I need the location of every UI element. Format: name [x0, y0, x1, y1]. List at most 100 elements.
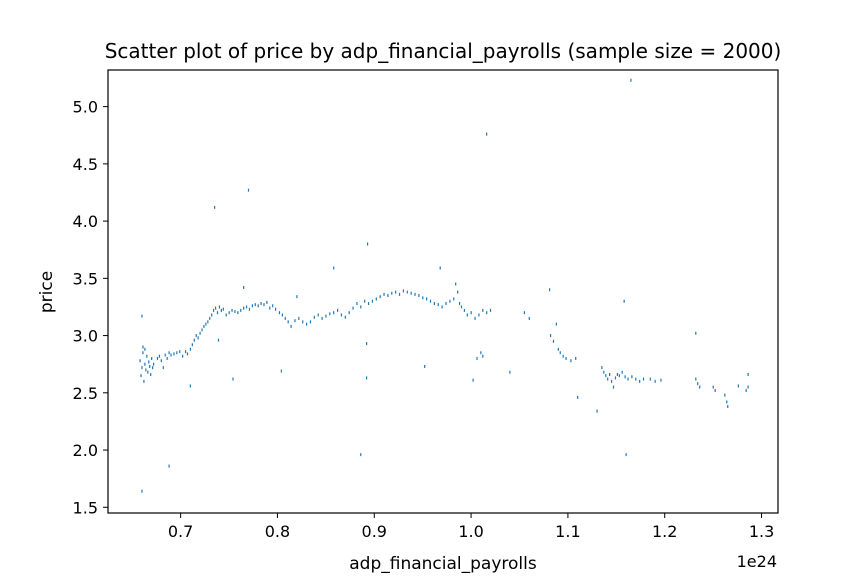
data-point-108 — [429, 299, 432, 303]
data-point-188 — [486, 132, 488, 136]
data-point-180 — [596, 409, 598, 413]
data-point-136 — [559, 351, 561, 355]
data-point-144 — [607, 377, 609, 381]
data-point-53 — [234, 310, 236, 314]
data-points — [139, 78, 749, 493]
x-tick-label: 0.9 — [362, 522, 387, 541]
data-point-120 — [466, 313, 468, 317]
data-point-65 — [269, 306, 271, 310]
data-point-17 — [144, 347, 146, 351]
data-point-31 — [186, 352, 189, 356]
data-point-9 — [148, 360, 150, 364]
data-point-168 — [727, 405, 729, 409]
data-point-2 — [141, 366, 143, 370]
data-point-33 — [191, 343, 193, 347]
data-point-85 — [340, 313, 343, 317]
data-point-30 — [184, 350, 187, 354]
data-point-195 — [360, 453, 362, 457]
data-point-59 — [251, 304, 253, 308]
data-point-123 — [478, 313, 480, 317]
data-point-184 — [243, 285, 245, 289]
data-point-88 — [352, 306, 354, 310]
plot-area — [107, 69, 779, 514]
data-point-97 — [387, 294, 389, 298]
data-point-102 — [406, 290, 408, 294]
data-point-107 — [426, 297, 428, 301]
y-tick-label: 4.0 — [73, 212, 98, 231]
data-point-35 — [195, 334, 197, 338]
data-point-138 — [565, 356, 567, 360]
data-point-171 — [747, 385, 749, 389]
data-point-125 — [486, 311, 488, 315]
data-point-81 — [325, 314, 327, 318]
data-point-153 — [627, 377, 629, 381]
data-point-113 — [449, 299, 451, 303]
data-point-196 — [625, 453, 627, 457]
data-point-96 — [383, 292, 385, 296]
data-point-157 — [642, 377, 645, 381]
data-point-84 — [336, 308, 339, 312]
data-point-28 — [179, 350, 181, 354]
data-point-14 — [153, 362, 155, 366]
data-point-197 — [217, 338, 220, 342]
data-point-161 — [695, 377, 697, 381]
data-point-1 — [140, 374, 142, 378]
y-tick-label: 3.5 — [73, 269, 98, 288]
data-point-48 — [220, 308, 222, 312]
data-point-86 — [344, 315, 346, 319]
data-point-111 — [441, 305, 443, 309]
data-point-162 — [697, 382, 699, 386]
data-point-0 — [139, 359, 141, 363]
data-point-27 — [176, 351, 178, 355]
data-point-174 — [232, 377, 234, 381]
data-point-116 — [457, 290, 459, 294]
data-point-83 — [333, 311, 335, 315]
data-point-93 — [371, 299, 374, 303]
data-point-166 — [724, 393, 726, 397]
data-point-152 — [624, 375, 626, 379]
data-point-112 — [445, 302, 447, 306]
data-point-4 — [143, 379, 145, 383]
data-point-165 — [714, 389, 716, 393]
data-point-91 — [364, 299, 366, 303]
data-point-119 — [463, 308, 465, 312]
data-point-148 — [614, 376, 617, 380]
y-tick-label: 1.5 — [73, 498, 98, 517]
data-point-156 — [639, 379, 641, 383]
x-tick-label: 0.8 — [265, 522, 290, 541]
data-point-94 — [375, 297, 377, 301]
data-point-127 — [476, 356, 478, 360]
data-point-154 — [631, 375, 633, 379]
data-point-183 — [247, 188, 250, 192]
data-point-179 — [509, 370, 511, 374]
data-point-92 — [367, 302, 370, 306]
data-point-3 — [142, 351, 144, 355]
data-point-63 — [263, 303, 265, 307]
data-point-167 — [726, 400, 728, 404]
data-point-186 — [366, 242, 369, 246]
data-point-68 — [278, 311, 281, 315]
data-point-23 — [166, 356, 168, 360]
x-tick-label: 1.1 — [555, 522, 580, 541]
data-point-140 — [575, 356, 577, 360]
data-point-5 — [144, 362, 146, 366]
data-point-114 — [453, 297, 455, 301]
data-point-198 — [296, 295, 298, 299]
data-point-25 — [170, 353, 172, 357]
data-point-131 — [528, 316, 530, 320]
y-axis-label: price — [37, 271, 57, 313]
data-point-16 — [142, 345, 144, 349]
data-point-29 — [182, 354, 184, 358]
data-point-20 — [160, 359, 162, 363]
data-point-177 — [424, 364, 426, 368]
data-point-98 — [391, 291, 393, 295]
data-point-133 — [552, 339, 555, 343]
y-tick-label: 3.0 — [73, 327, 98, 346]
data-point-169 — [737, 384, 739, 388]
data-point-132 — [549, 334, 552, 338]
data-point-46 — [216, 311, 219, 315]
data-point-155 — [635, 377, 637, 381]
data-point-57 — [245, 305, 248, 309]
data-point-79 — [317, 313, 319, 317]
